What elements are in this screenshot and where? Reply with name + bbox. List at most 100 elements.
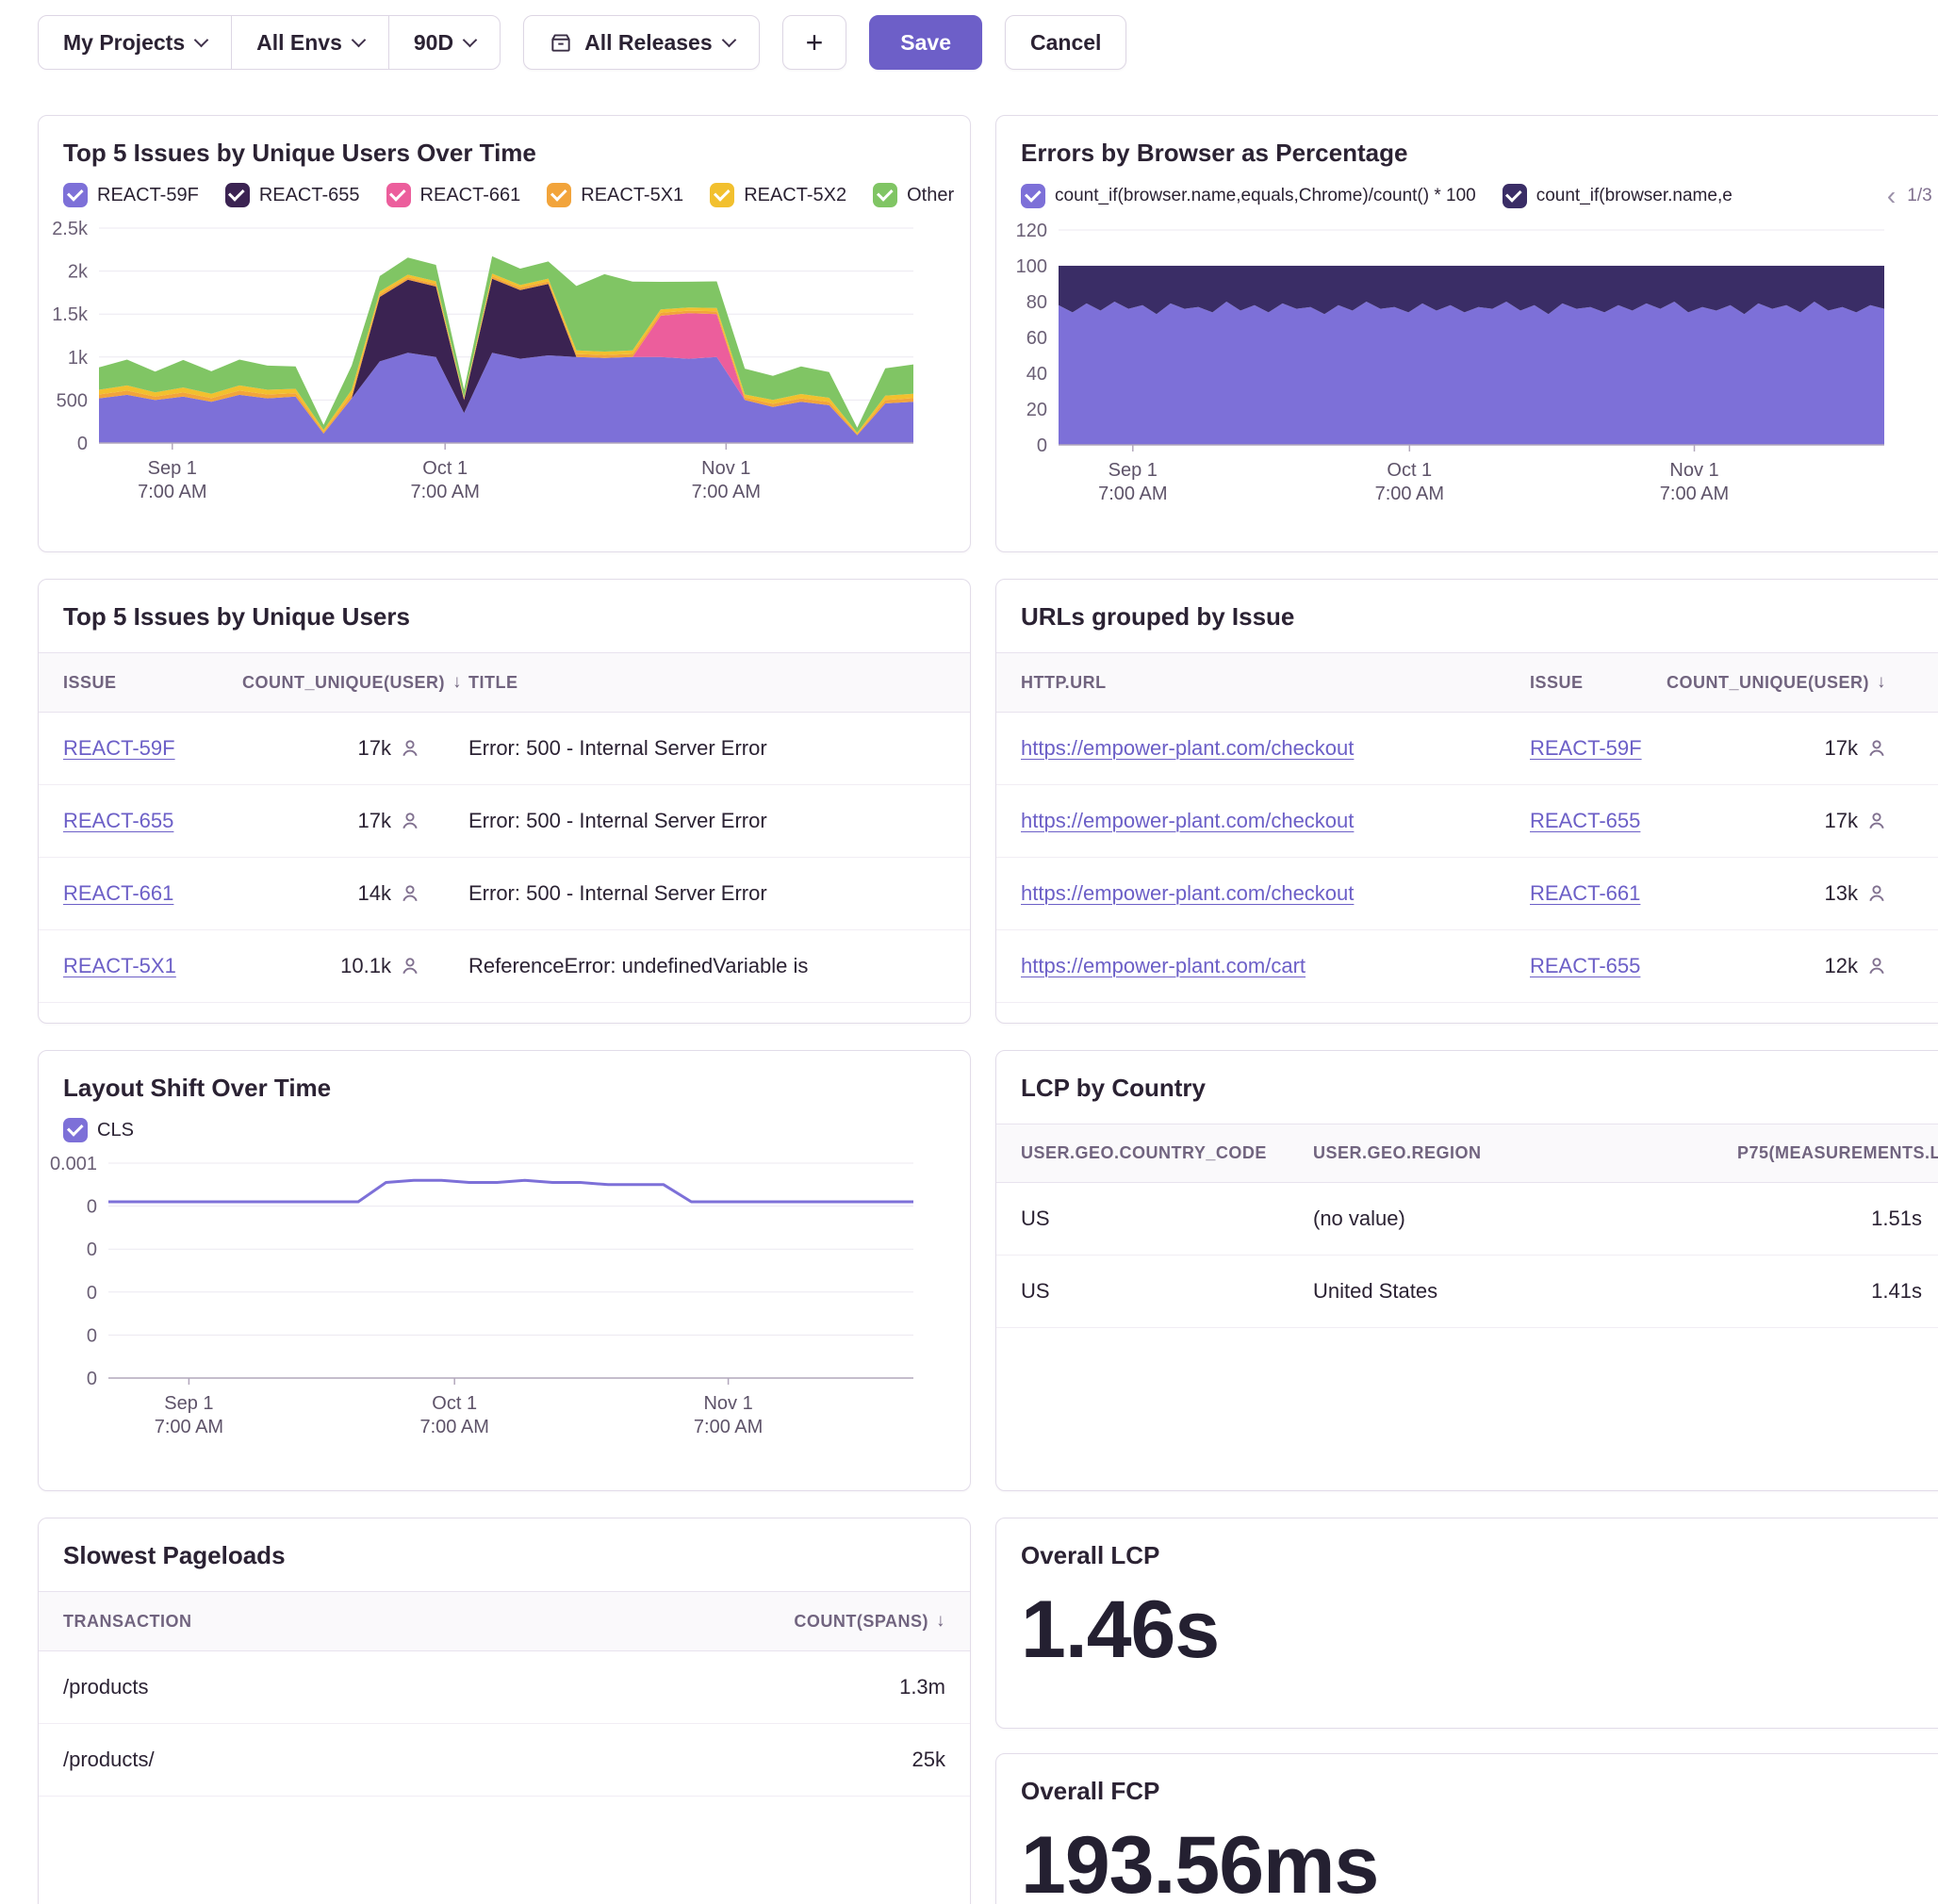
widget-lcp-by-country: LCP by Country USER.GEO.COUNTRY_CODE USE…	[995, 1050, 1938, 1491]
series-checkbox[interactable]	[1502, 184, 1527, 208]
series-label: REACT-59F	[97, 184, 199, 205]
svg-text:0: 0	[77, 434, 88, 454]
legend-item: REACT-655	[224, 183, 360, 207]
user-count: 17k	[1824, 736, 1858, 760]
table-row: https://empower-plant.com/cart REACT-655…	[996, 930, 1938, 1003]
p75-value: 1.41s	[1871, 1279, 1922, 1303]
issue-title: ReferenceError: undefinedVariable is	[468, 954, 809, 977]
url-link[interactable]: https://empower-plant.com/cart	[1021, 954, 1306, 977]
column-header-url[interactable]: HTTP.URL	[1021, 672, 1107, 692]
column-header-issue[interactable]: ISSUE	[1530, 672, 1584, 692]
widget-title: LCP by Country	[1021, 1074, 1206, 1102]
column-header-count[interactable]: COUNT_UNIQUE(USER) ↓	[1666, 672, 1886, 692]
environment-filter-label: All Envs	[256, 29, 342, 55]
svg-text:1k: 1k	[68, 348, 89, 369]
lcp-country-table: USER.GEO.COUNTRY_CODE USER.GEO.REGION P7…	[996, 1124, 1938, 1328]
widget-slowest-pageloads: Slowest Pageloads TRANSACTION COUNT(SPAN…	[38, 1518, 971, 1904]
legend-item: count_if(browser.name,e	[1502, 184, 1733, 208]
series-checkbox[interactable]	[63, 183, 88, 207]
widget-title: Overall FCP	[1021, 1777, 1160, 1805]
issue-link[interactable]: REACT-5X1	[63, 954, 176, 977]
series-label: REACT-661	[419, 184, 521, 205]
errors-by-browser-chart[interactable]: 0 20 40 60 80 100 120 Sep 1 7:00 AM Oct 1 7:00 AM N…	[996, 221, 1892, 503]
environment-filter-button[interactable]: All Envs	[231, 15, 389, 70]
issue-link[interactable]: REACT-59F	[63, 736, 175, 760]
add-widget-button[interactable]: +	[781, 15, 847, 70]
svg-text:7:00 AM: 7:00 AM	[1098, 484, 1167, 503]
svg-text:120: 120	[1016, 221, 1047, 241]
chart-legend: count_if(browser.name,equals,Chrome)/cou…	[996, 168, 1938, 215]
widget-title: URLs grouped by Issue	[1021, 602, 1295, 631]
legend-prev-button[interactable]: ‹	[1886, 181, 1897, 210]
column-header-title[interactable]: TITLE	[468, 672, 518, 692]
series-checkbox[interactable]	[1021, 184, 1045, 208]
sort-descending-icon: ↓	[452, 672, 463, 692]
svg-text:7:00 AM: 7:00 AM	[1660, 484, 1729, 503]
svg-text:0.001: 0.001	[50, 1154, 97, 1174]
user-icon	[1869, 885, 1884, 902]
issue-link[interactable]: REACT-59F	[1530, 736, 1642, 760]
column-header-issue[interactable]: ISSUE	[63, 672, 117, 692]
widget-overall-fcp: Overall FCP 193.56ms	[995, 1753, 1938, 1904]
project-filter-button[interactable]: My Projects	[38, 15, 233, 70]
user-icon	[1869, 740, 1884, 757]
chevron-down-icon	[721, 32, 736, 47]
user-icon	[1869, 958, 1884, 975]
issue-title: Error: 500 - Internal Server Error	[468, 809, 767, 832]
svg-text:0: 0	[87, 1369, 97, 1389]
column-header-count[interactable]: COUNT_UNIQUE(USER) ↓	[242, 672, 463, 692]
svg-text:Oct 1: Oct 1	[1387, 460, 1432, 481]
issue-link[interactable]: REACT-655	[1530, 809, 1641, 832]
url-link[interactable]: https://empower-plant.com/checkout	[1021, 736, 1355, 760]
issue-link[interactable]: REACT-661	[63, 881, 174, 905]
column-header-p75[interactable]: P75(MEASUREMENTS.LCP)	[1737, 1143, 1938, 1162]
table-header-row: USER.GEO.COUNTRY_CODE USER.GEO.REGION P7…	[996, 1124, 1938, 1183]
legend-item: CLS	[63, 1118, 134, 1142]
series-label: count_if(browser.name,e	[1536, 186, 1733, 205]
user-count: 17k	[1824, 809, 1858, 832]
legend-item: REACT-661	[386, 183, 521, 207]
table-row: REACT-5X1 10.1k ReferenceError: undefine…	[39, 930, 970, 1003]
chevron-down-icon	[193, 32, 209, 47]
svg-text:Sep 1: Sep 1	[148, 458, 197, 479]
span-count: 25k	[912, 1748, 945, 1771]
issue-link[interactable]: REACT-661	[1530, 881, 1641, 905]
layout-shift-chart[interactable]: 0.001 0 0 0 0 0 Sep 1 7:00 AM Oct 1 7:00 AM Nov 1 7…	[39, 1154, 921, 1436]
column-header-transaction[interactable]: TRANSACTION	[63, 1611, 192, 1631]
series-checkbox[interactable]	[547, 183, 572, 207]
table-row: https://empower-plant.com/checkout REACT…	[996, 713, 1938, 785]
column-header-country[interactable]: USER.GEO.COUNTRY_CODE	[1021, 1143, 1267, 1162]
svg-text:7:00 AM: 7:00 AM	[694, 1417, 763, 1436]
legend-item: REACT-5X2	[710, 183, 846, 207]
column-header-count[interactable]: COUNT(SPANS) ↓	[794, 1611, 945, 1631]
url-link[interactable]: https://empower-plant.com/checkout	[1021, 809, 1355, 832]
issue-link[interactable]: REACT-655	[1530, 954, 1641, 977]
region: (no value)	[1313, 1206, 1405, 1230]
svg-text:Nov 1: Nov 1	[1669, 460, 1718, 481]
series-checkbox[interactable]	[386, 183, 411, 207]
series-checkbox[interactable]	[710, 183, 735, 207]
url-link[interactable]: https://empower-plant.com/checkout	[1021, 881, 1355, 905]
save-button[interactable]: Save	[869, 15, 983, 70]
svg-text:Nov 1: Nov 1	[701, 458, 750, 479]
chevron-down-icon	[462, 32, 478, 47]
svg-text:1.5k: 1.5k	[52, 304, 89, 325]
series-checkbox[interactable]	[224, 183, 250, 207]
widget-overall-lcp: Overall LCP 1.46s	[995, 1518, 1938, 1729]
svg-text:0: 0	[87, 1239, 97, 1260]
region: United States	[1313, 1279, 1438, 1303]
issues-over-time-chart[interactable]: 0 500 1k 1.5k 2k 2.5k Sep 1 7:00 AM Oct 1 7:00 AM…	[39, 219, 921, 501]
date-range-button[interactable]: 90D	[387, 15, 501, 70]
issue-link[interactable]: REACT-655	[63, 809, 174, 832]
series-checkbox[interactable]	[63, 1118, 88, 1142]
column-header-region[interactable]: USER.GEO.REGION	[1313, 1143, 1482, 1162]
svg-text:80: 80	[1026, 292, 1047, 313]
svg-text:0: 0	[1037, 435, 1047, 456]
release-filter-button[interactable]: All Releases	[523, 15, 760, 70]
user-count: 10.1k	[340, 954, 391, 977]
svg-text:7:00 AM: 7:00 AM	[420, 1417, 489, 1436]
widget-layout-shift: Layout Shift Over Time CLS 0.001 0 0 0 0 0 Sep…	[38, 1050, 971, 1491]
series-checkbox[interactable]	[873, 183, 898, 207]
cancel-button[interactable]: Cancel	[1005, 15, 1127, 70]
overall-fcp-value: 193.56ms	[1021, 1820, 1379, 1904]
